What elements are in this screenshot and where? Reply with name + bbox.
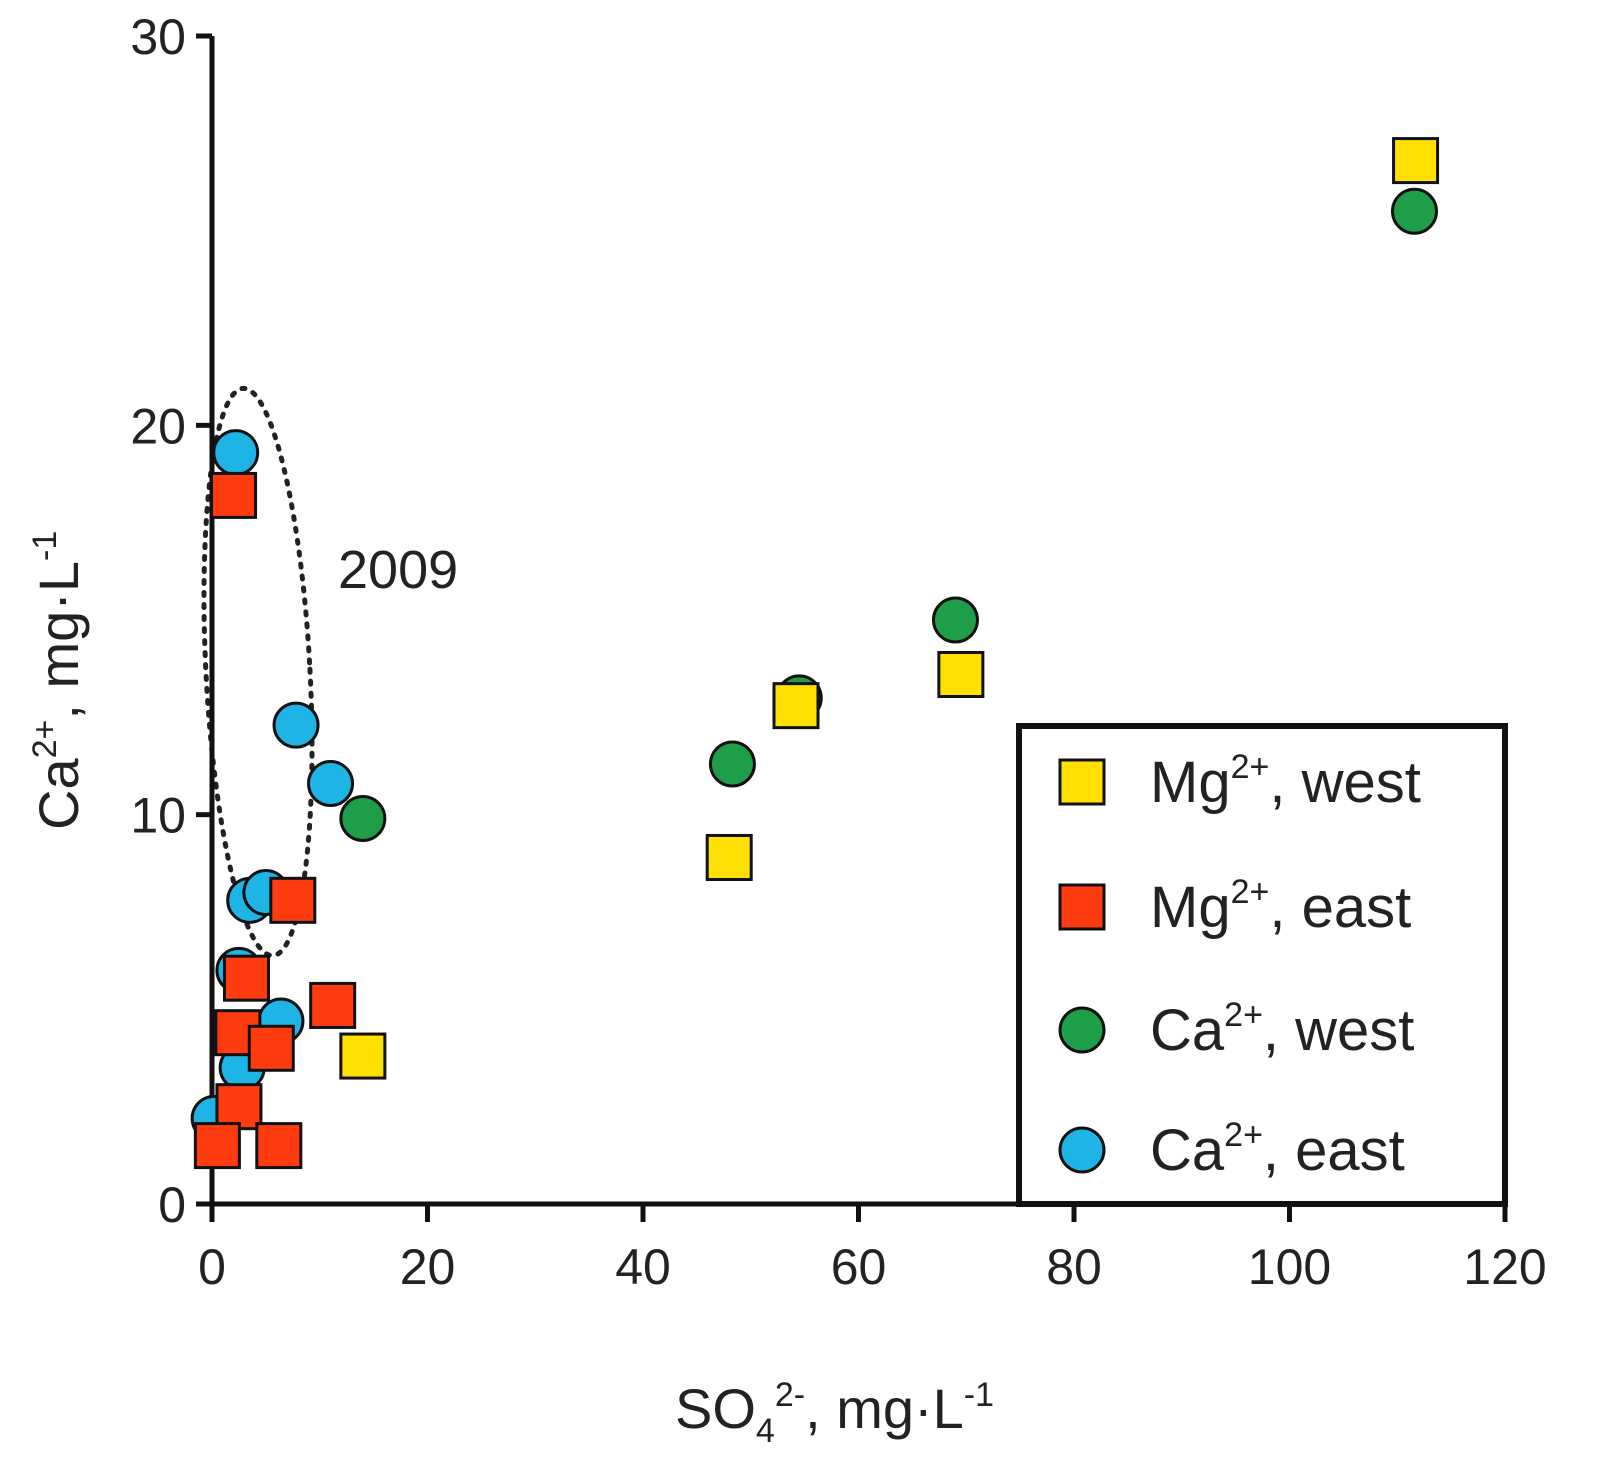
mg-west-point-1 bbox=[705, 833, 753, 881]
legend-label-1: Mg2+, east bbox=[1150, 873, 1411, 940]
mg-west-point-0 bbox=[339, 1032, 387, 1080]
y-tick-label-30: 30 bbox=[130, 9, 186, 65]
y-tick-label-10: 10 bbox=[130, 788, 186, 844]
x-tick-label-80: 80 bbox=[1046, 1239, 1102, 1295]
x-axis-title-sup: 2- bbox=[775, 1376, 805, 1414]
y-tick-label-0: 0 bbox=[158, 1177, 186, 1233]
ca-east-point-0 bbox=[212, 429, 260, 477]
legend-label-0: Mg2+, west bbox=[1150, 748, 1421, 815]
legend-marker-3 bbox=[1058, 1126, 1106, 1174]
x-axis-title: SO42-, mg·L-1 bbox=[675, 1376, 994, 1450]
mg-east-point-2 bbox=[222, 954, 270, 1002]
x-axis-title-unit-sup: -1 bbox=[964, 1376, 994, 1414]
legend-box bbox=[1016, 723, 1508, 1207]
x-axis-title-base: SO bbox=[675, 1377, 756, 1440]
axes: 0 20 40 60 80 100 120 0 10 20 30 bbox=[130, 9, 1546, 1295]
mg-east-point-6 bbox=[215, 1083, 263, 1131]
legend-marker-0 bbox=[1058, 758, 1106, 806]
mg-east-point-1 bbox=[269, 876, 317, 924]
mg-west-point-4 bbox=[1392, 137, 1440, 185]
ca-west-point-4 bbox=[1390, 187, 1438, 235]
ca-east-point-2 bbox=[307, 760, 355, 808]
legend-label-2: Ca2+, west bbox=[1150, 996, 1414, 1063]
annotation-2009: 2009 bbox=[338, 540, 458, 600]
y-axis-title-unit-sup: -1 bbox=[26, 531, 64, 561]
x-tick-label-0: 0 bbox=[198, 1239, 226, 1295]
mg-east-point-0 bbox=[210, 471, 258, 519]
legend-label-3: Ca2+, east bbox=[1150, 1116, 1405, 1183]
y-axis-title-unit: , mg·L bbox=[27, 561, 90, 720]
mg-east-point-3 bbox=[309, 981, 357, 1029]
x-axis-title-sub: 4 bbox=[756, 1412, 775, 1450]
x-tick-label-40: 40 bbox=[615, 1239, 671, 1295]
x-tick-label-100: 100 bbox=[1248, 1239, 1331, 1295]
mg-west-point-2 bbox=[772, 682, 820, 730]
y-axis-title-sup: 2+ bbox=[26, 720, 64, 759]
mg-east-point-5 bbox=[247, 1024, 295, 1072]
x-tick-label-20: 20 bbox=[400, 1239, 456, 1295]
y-tick-label-20: 20 bbox=[130, 398, 186, 454]
x-tick-label-120: 120 bbox=[1463, 1239, 1546, 1295]
y-axis-title-base: Ca bbox=[27, 758, 90, 830]
annotation-ellipse bbox=[201, 385, 315, 959]
x-tick-label-60: 60 bbox=[831, 1239, 887, 1295]
mg-east-point-8 bbox=[255, 1122, 303, 1170]
data-points bbox=[190, 137, 1440, 1170]
ca-west-point-0 bbox=[339, 795, 387, 843]
ca-east-point-1 bbox=[272, 701, 320, 749]
legend: Mg2+, west Mg2+, east Ca2+, west Ca2+, east bbox=[1016, 723, 1508, 1207]
legend-marker-1 bbox=[1058, 883, 1106, 931]
ca-west-point-3 bbox=[931, 596, 979, 644]
y-axis-title: Ca2+, mg·L-1 bbox=[26, 531, 90, 830]
x-axis-title-unit: , mg·L bbox=[805, 1377, 964, 1440]
legend-marker-2 bbox=[1058, 1006, 1106, 1054]
mg-west-point-3 bbox=[937, 651, 985, 699]
ca-west-point-1 bbox=[708, 740, 756, 788]
mg-east-point-7 bbox=[193, 1122, 241, 1170]
